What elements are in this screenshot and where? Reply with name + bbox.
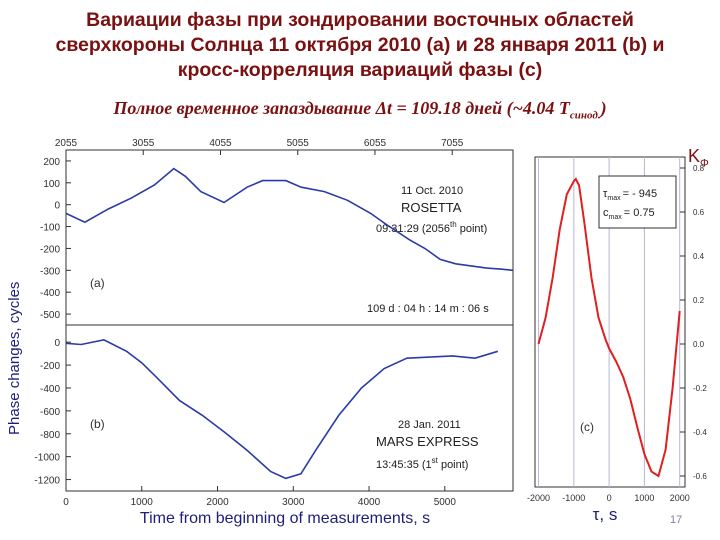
annotation-b-time-sup: st: [432, 456, 439, 465]
xtick-bottom-label: 0: [63, 497, 69, 508]
xtick-c-label: 2000: [670, 493, 690, 503]
legend-c-label: c: [603, 207, 609, 219]
ytick-a-label: -200: [40, 244, 60, 255]
ytick-a-label: 0: [54, 201, 60, 212]
title-line-2: сверхкороны Солнца 11 октября 2010 (a) и…: [55, 34, 665, 56]
ytick-a-label: -400: [40, 288, 60, 299]
annotation-a-time: 09:31:29 (2056th point): [376, 220, 487, 235]
ytick-b-label: -800: [40, 430, 60, 441]
annotation-b-craft: MARS EXPRESS: [376, 434, 479, 449]
annotation-a-time-prefix: 09:31:29 (2056: [376, 223, 450, 235]
annotation-a-time-suffix: point): [457, 223, 488, 235]
ytick-b-label: -200: [40, 361, 60, 372]
corr-legend-box: [598, 175, 677, 229]
xtick-top-label: 7055: [441, 138, 464, 149]
ytick-b-label: 0: [54, 338, 60, 349]
ytick-c-label: 0.4: [693, 252, 705, 261]
title-line-3: кросс-корреляция вариаций фазы (c): [177, 59, 543, 81]
ytick-a-label: -500: [40, 310, 60, 321]
annotation-b-date: 28 Jan. 2011: [398, 419, 461, 431]
ytick-c-label: -0.2: [693, 384, 707, 393]
ytick-c-label: -0.6: [693, 472, 707, 481]
annotation-a-date: 11 Oct. 2010: [401, 185, 463, 197]
xtick-bottom-label: 1000: [131, 497, 154, 508]
panel-label-c: (c): [580, 420, 594, 434]
legend-c-sub: max: [609, 214, 623, 221]
legend-c: cmax = 0.75: [603, 207, 655, 221]
kphi-label: KΦ: [688, 146, 709, 170]
xtick-top-label: 2055: [55, 138, 78, 149]
legend-tau-value: = - 945: [623, 188, 658, 200]
xtick-bottom-label: 5000: [434, 497, 457, 508]
legend-c-value: = 0.75: [624, 207, 655, 219]
xtick-top-label: 4055: [209, 138, 232, 149]
ytick-b-label: -600: [40, 407, 60, 418]
series-line-c: [537, 177, 681, 478]
ytick-c-label: 0.2: [693, 296, 705, 305]
ytick-a-label: 200: [43, 157, 60, 168]
title-line-1: Вариации фазы при зондировании восточных…: [86, 9, 634, 31]
legend-tau: τmax = - 945: [603, 188, 657, 202]
xtick-top-label: 5055: [287, 138, 310, 149]
xtick-c-label: 0: [607, 493, 612, 503]
ytick-a-label: 100: [43, 179, 60, 190]
xtick-c-label: 1000: [634, 493, 654, 503]
legend-tau-sub: max: [607, 195, 621, 202]
ytick-c-label: 0.8: [693, 164, 705, 173]
series-line-a: [65, 167, 514, 272]
right-frame: [534, 156, 686, 488]
panel-label-b: (b): [90, 417, 105, 431]
x-axis-label: Time from beginning of measurements, s: [139, 510, 431, 527]
slide-title: Вариации фазы при зондировании восточных…: [0, 8, 720, 83]
annotation-b-time-suffix: point): [438, 459, 469, 471]
ytick-b-label: -400: [40, 384, 60, 395]
annotation-a-delay: 109 d : 04 h : 14 m : 06 s: [367, 303, 489, 315]
kphi-sub: Φ: [700, 157, 709, 170]
y-axis-label-box: Phase changes, cycles: [6, 282, 23, 435]
xtick-top-label: 6055: [364, 138, 387, 149]
xtick-bottom-label: 4000: [358, 497, 381, 508]
subtitle: Полное временное запаздывание Δt = 109.1…: [0, 98, 720, 122]
xtick-bottom-label: 2000: [206, 497, 229, 508]
axes-c: -2000 -1000 0 1000 2000 0.8 0.6 0.4 0.2 0.0 -0.2 -0…: [527, 157, 707, 503]
subtitle-text: Полное временное запаздывание Δt = 109.1…: [113, 98, 570, 118]
ytick-a-label: -100: [40, 223, 60, 234]
subtitle-tail: ): [600, 98, 607, 118]
annotation-b-time: 13:45:35 (1st point): [376, 456, 468, 471]
legend-tau-label: τ: [603, 188, 608, 200]
ytick-c-label: -0.4: [693, 428, 707, 437]
ytick-c-label: 0.0: [693, 340, 705, 349]
subtitle-sub: синод.: [569, 109, 601, 122]
xtick-top-label: 3055: [132, 138, 155, 149]
tau-axis-label: τ, s: [592, 505, 618, 524]
axes-a: 200 100 0 -100 -200 -300 -400 -500 2055 3055 4055 5…: [40, 138, 464, 321]
xtick-c-label: -2000: [527, 493, 550, 503]
xtick-bottom-label: 3000: [282, 497, 305, 508]
kphi-main: K: [688, 146, 701, 166]
annotation-a-craft: ROSETTA: [401, 200, 462, 215]
y-axis-label: Phase changes, cycles: [6, 282, 23, 435]
panel-label-a: (a): [90, 276, 105, 290]
ytick-c-label: 0.6: [693, 208, 705, 217]
ytick-b-label: -1200: [34, 476, 60, 487]
series-line-b: [65, 339, 499, 480]
annotation-a-time-sup: th: [450, 220, 457, 229]
annotation-b-time-prefix: 13:45:35 (1: [376, 459, 432, 471]
ytick-a-label: -300: [40, 266, 60, 277]
ytick-b-label: -1000: [34, 453, 60, 464]
left-frame: [65, 149, 514, 492]
xtick-c-label: -1000: [562, 493, 585, 503]
page-number: 17: [670, 514, 683, 526]
